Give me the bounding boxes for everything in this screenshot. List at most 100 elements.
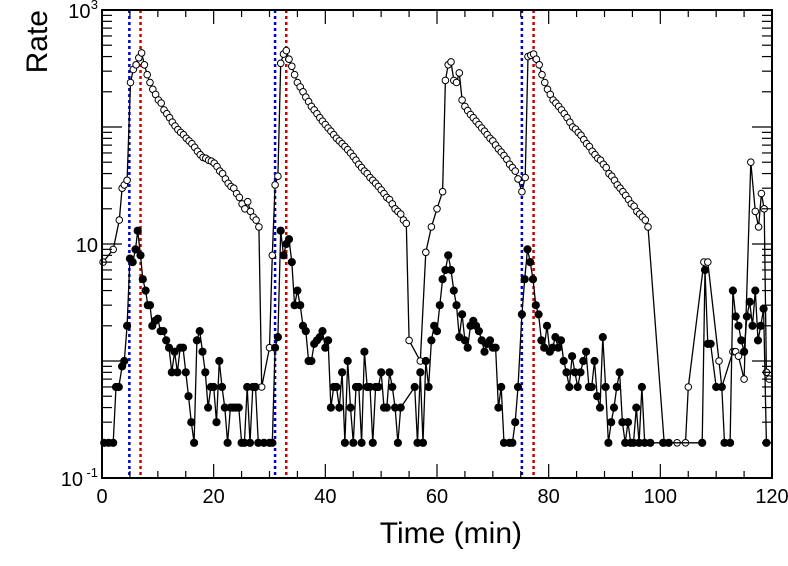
series-1-point-199 <box>731 312 740 321</box>
series-1-point-119 <box>449 286 458 295</box>
y-tick-label-base: 10 <box>68 1 90 23</box>
series-0-point-145 <box>541 78 549 87</box>
series-0-point-52 <box>255 223 263 231</box>
series-1-point-149 <box>537 336 546 345</box>
series-1-point-21 <box>159 327 168 336</box>
series-1-point-140 <box>511 418 520 427</box>
series-1-point-163 <box>576 368 585 377</box>
series-1-point-91 <box>360 347 369 356</box>
series-1-point-175 <box>609 403 619 412</box>
series-0-point-45 <box>235 193 244 202</box>
series-0-point-2 <box>115 216 124 224</box>
series-1-point-139 <box>508 438 517 447</box>
series-1-point-145 <box>526 258 535 267</box>
series-1-point-173 <box>604 438 613 447</box>
series-0-point-194 <box>740 375 748 383</box>
series-1-point-151 <box>542 321 552 330</box>
series-1-point-7 <box>123 321 132 330</box>
x-tick-label-60: 60 <box>426 486 448 508</box>
series-1-point-23 <box>164 343 174 352</box>
series-1-point-85 <box>343 356 352 366</box>
series-0-point-17 <box>157 99 165 107</box>
series-1 <box>100 226 771 447</box>
series-1-point-110 <box>424 382 433 392</box>
series-1-point-25 <box>170 347 179 356</box>
series-1-point-29 <box>181 368 190 377</box>
marker-lines <box>128 10 535 478</box>
series-1-point-9 <box>128 258 137 267</box>
series-1-point-109 <box>421 356 430 366</box>
series-0-point-107 <box>427 223 436 231</box>
series-0-point-12 <box>143 70 151 79</box>
series-1-point-158 <box>562 368 571 377</box>
series-1-point-177 <box>615 368 624 377</box>
series-0-point-182 <box>644 223 652 231</box>
series-0-point-137 <box>518 187 526 196</box>
series-1-point-61 <box>276 226 285 235</box>
series-0-point-13 <box>146 78 154 87</box>
series-1-point-30 <box>184 392 193 401</box>
series-1-point-54 <box>251 382 260 392</box>
series-0-point-144 <box>538 70 546 79</box>
series-1-point-77 <box>321 343 330 352</box>
y-tick-label-1: 10 <box>76 235 98 257</box>
series-0-point-110 <box>441 76 450 85</box>
series-1-point-101 <box>388 382 397 392</box>
series-1-point-87 <box>349 438 358 447</box>
series-1-point-123 <box>460 336 469 345</box>
series-1-point-187 <box>646 438 655 447</box>
series-1-point-22 <box>162 336 171 345</box>
series-1-point-42 <box>217 382 227 392</box>
series-0-point-48 <box>243 197 252 206</box>
series-1-point-170 <box>595 403 605 412</box>
series-0-point-61 <box>285 55 293 64</box>
series-1-point-10 <box>131 245 140 254</box>
series-0-point-60 <box>282 46 291 55</box>
series-1-point-203 <box>742 312 752 321</box>
series-0-point-6 <box>126 78 135 87</box>
series-0-point-198 <box>757 189 766 198</box>
series-1-point-14 <box>141 286 150 295</box>
series-1-point-171 <box>598 333 607 342</box>
series-1-point-68 <box>296 301 305 310</box>
series-1-point-169 <box>593 392 602 401</box>
y-tick-label-base: 10 <box>76 235 98 257</box>
series-0-point-135 <box>511 167 520 175</box>
series-1-point-94 <box>368 438 377 447</box>
series-0-point-109 <box>438 187 447 196</box>
series-0-point-143 <box>535 61 544 69</box>
x-tick-label-40: 40 <box>314 486 336 508</box>
series-0-point-103 <box>402 219 411 228</box>
series-0-point-197 <box>754 223 763 231</box>
series-1-point-136 <box>497 382 506 392</box>
series-1-point-198 <box>728 286 738 295</box>
series-1-point-48 <box>234 403 243 412</box>
series-0-point-195 <box>747 158 755 166</box>
series-1-point-205 <box>748 321 757 330</box>
series-1-point-157 <box>559 356 568 366</box>
series-0-point-116 <box>458 96 466 104</box>
series-1-point-19 <box>153 314 162 323</box>
series-1-point-60 <box>273 333 282 342</box>
series-1-point-143 <box>520 275 529 284</box>
series-0-point-101 <box>396 210 405 218</box>
series-1-point-202 <box>740 347 749 356</box>
y-tick-label-exponent: -1 <box>86 465 98 480</box>
series-0-point-108 <box>433 205 441 213</box>
plot-frame <box>101 9 773 479</box>
series-1-point-64 <box>284 235 294 244</box>
series-1-point-183 <box>632 403 641 412</box>
series-1-point-83 <box>338 368 347 377</box>
series-1-point-185 <box>637 382 647 392</box>
series-1-point-79 <box>326 403 335 412</box>
series-1-point-118 <box>446 265 456 275</box>
series-1-point-117 <box>444 251 453 260</box>
series-1-point-132 <box>485 336 495 345</box>
series-0-point-167 <box>602 163 611 172</box>
x-axis-label: Time (min) <box>380 517 522 550</box>
series-1-point-135 <box>494 403 503 412</box>
series-1-point-176 <box>612 382 621 392</box>
series-1-point-189 <box>664 438 673 447</box>
series-1-point-40 <box>212 418 221 427</box>
